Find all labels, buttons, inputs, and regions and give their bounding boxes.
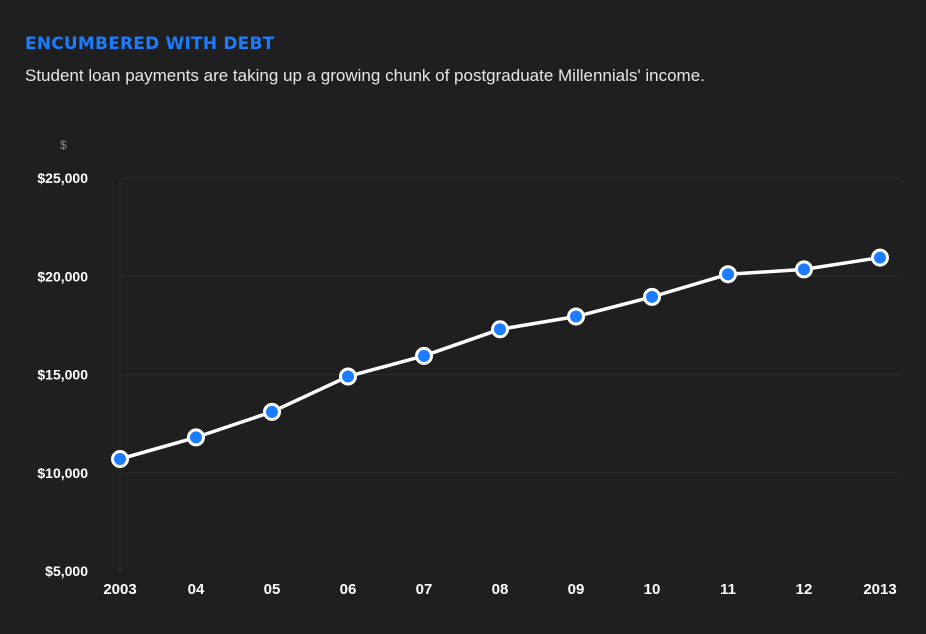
y-axis-ticks: $25,000 $20,000 $15,000 $10,000 $5,000 — [37, 170, 88, 579]
y-axis-unit-label: $ — [60, 138, 67, 152]
data-point — [111, 449, 129, 468]
x-tick-label: 05 — [264, 581, 281, 598]
y-tick-label: $20,000 — [37, 268, 88, 284]
y-tick-label: $5,000 — [45, 563, 88, 579]
data-point — [567, 307, 585, 326]
x-tick-label: 11 — [720, 581, 736, 598]
x-tick-label: 2003 — [103, 581, 136, 598]
x-tick-label: 06 — [340, 581, 357, 598]
y-tick-label: $15,000 — [37, 367, 88, 383]
x-tick-label: 07 — [416, 581, 433, 598]
series-layer — [111, 248, 889, 468]
data-point — [491, 320, 509, 339]
data-point — [339, 367, 357, 386]
data-point — [795, 260, 813, 279]
y-tick-label: $25,000 — [37, 170, 88, 186]
data-point — [415, 346, 433, 365]
data-point — [263, 402, 281, 421]
series-line — [119, 255, 881, 461]
gridlines — [119, 177, 900, 571]
y-tick-label: $10,000 — [37, 465, 88, 481]
data-point — [719, 265, 737, 284]
x-tick-label: 10 — [644, 581, 661, 598]
data-point — [187, 428, 205, 447]
chart-subtitle: Student loan payments are taking up a gr… — [25, 66, 705, 85]
x-tick-label: 08 — [492, 581, 509, 598]
x-tick-label: 09 — [568, 581, 585, 598]
chart-title: ENCUMBERED WITH DEBT — [25, 34, 275, 54]
x-axis-ticks: 2003 04 05 06 07 08 09 10 11 12 2013 — [103, 581, 896, 598]
data-point — [643, 287, 661, 306]
data-point — [871, 248, 889, 267]
x-tick-label: 12 — [796, 581, 813, 598]
x-tick-label: 2013 — [863, 581, 896, 598]
x-tick-label: 04 — [188, 581, 205, 598]
